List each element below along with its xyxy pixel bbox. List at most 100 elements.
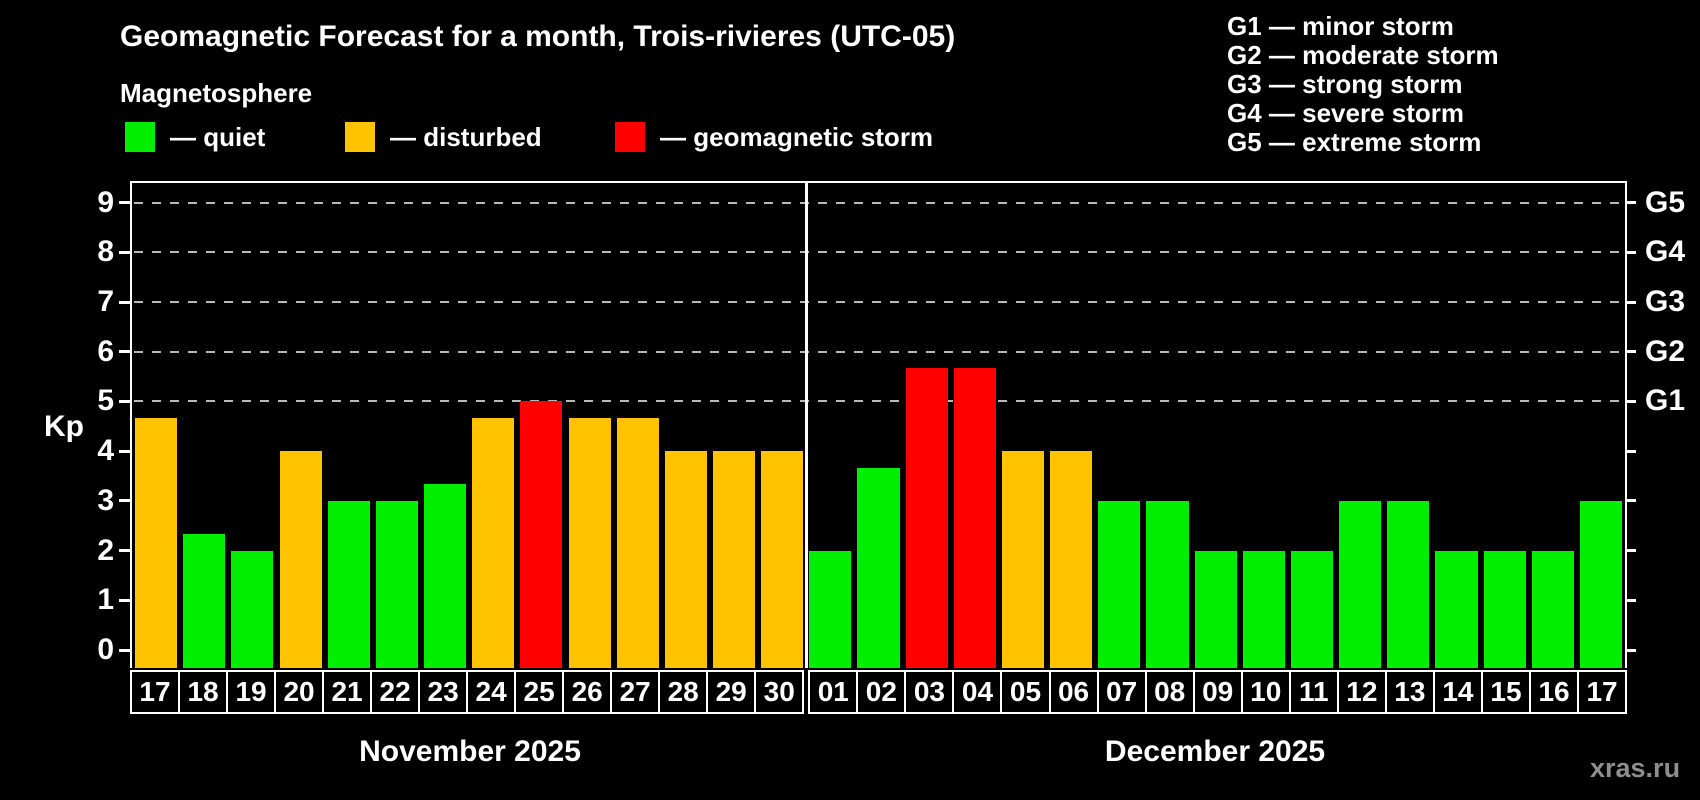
y-tick-label-9: 9 xyxy=(97,185,114,219)
kp-bar-nov-23 xyxy=(424,484,467,668)
magnetosphere-label: Magnetosphere xyxy=(120,78,313,108)
g-level-label-G1: G1 xyxy=(1645,384,1686,418)
day-label-dec-13: 13 xyxy=(1384,670,1435,714)
day-label-dec-10: 10 xyxy=(1240,670,1291,714)
y-axis-tick-3 xyxy=(119,499,130,503)
month-label-december: December 2025 xyxy=(1104,735,1326,768)
kp-bar-dec-01 xyxy=(809,550,852,668)
kp-bar-nov-28 xyxy=(664,451,707,668)
gridline-kp-7 xyxy=(134,301,1623,303)
day-label-nov-18: 18 xyxy=(178,670,229,714)
kp-bar-dec-04 xyxy=(953,368,996,668)
y-axis-tick-7 xyxy=(119,300,130,304)
kp-bar-nov-19 xyxy=(231,550,274,668)
y-tick-label-2: 2 xyxy=(97,533,114,567)
y-axis-title: Kp xyxy=(44,410,84,443)
right-axis-tick-9 xyxy=(1625,201,1636,204)
g-level-label-G4: G4 xyxy=(1645,235,1686,269)
day-label-dec-01: 01 xyxy=(808,670,859,714)
y-tick-label-4: 4 xyxy=(97,434,114,468)
kp-bar-nov-29 xyxy=(712,451,756,668)
y-tick-label-7: 7 xyxy=(97,285,114,318)
y-tick-label-0: 0 xyxy=(97,633,114,666)
day-strip-december: 01 02 03 04 05 06 07 08 09 10 11 12 13 14 15 16 17 xyxy=(808,670,1628,714)
y-tick-label-6: 6 xyxy=(97,334,114,368)
day-label-nov-25: 25 xyxy=(514,670,565,714)
kp-bar-nov-26 xyxy=(568,417,611,668)
kp-bar-nov-20 xyxy=(279,451,322,668)
kp-bar-dec-08 xyxy=(1146,500,1189,668)
plot-area xyxy=(130,181,1627,668)
right-axis-tick-8 xyxy=(1625,250,1636,254)
gridline-kp-8 xyxy=(134,251,1623,254)
right-axis-tick-0 xyxy=(1625,648,1636,652)
day-label-dec-07: 07 xyxy=(1096,670,1147,714)
right-axis-tick-5 xyxy=(1625,399,1636,403)
kp-bar-dec-14 xyxy=(1435,550,1478,668)
day-label-dec-03: 03 xyxy=(904,670,955,714)
gridline-kp-6 xyxy=(134,350,1623,353)
kp-bar-nov-21 xyxy=(327,500,370,668)
legend-storm-label: — geomagnetic storm xyxy=(660,121,934,152)
right-axis-tick-4 xyxy=(1625,449,1636,453)
y-axis-tick-8 xyxy=(119,250,130,254)
legend-quiet-label: — quiet xyxy=(170,121,266,152)
day-label-nov-24: 24 xyxy=(466,670,517,714)
g2-legend-line: G2 — moderate storm xyxy=(1227,40,1499,70)
g-level-label-G5: G5 xyxy=(1645,185,1686,219)
day-label-nov-28: 28 xyxy=(658,670,709,714)
kp-bar-dec-17 xyxy=(1579,500,1622,668)
y-tick-label-5: 5 xyxy=(97,384,114,418)
day-label-dec-08: 08 xyxy=(1144,670,1195,714)
legend-item-disturbed: — disturbed xyxy=(345,121,542,153)
day-label-dec-04: 04 xyxy=(952,670,1003,714)
quiet-swatch-icon xyxy=(125,122,155,152)
kp-bar-dec-02 xyxy=(857,467,900,668)
legend-disturbed-label: — disturbed xyxy=(390,121,542,152)
kp-bar-dec-16 xyxy=(1531,550,1574,668)
day-label-dec-09: 09 xyxy=(1192,670,1243,714)
kp-bar-nov-25 xyxy=(520,401,563,668)
g-level-label-G3: G3 xyxy=(1645,285,1686,318)
day-label-nov-22: 22 xyxy=(370,670,421,714)
kp-bar-dec-03 xyxy=(905,368,948,668)
kp-bar-dec-12 xyxy=(1339,500,1382,668)
kp-bar-nov-24 xyxy=(472,417,515,668)
gridline-kp-9 xyxy=(134,201,1623,204)
right-axis-tick-1 xyxy=(1625,598,1636,602)
g4-legend-line: G4 — severe storm xyxy=(1227,98,1465,128)
storm-swatch-icon xyxy=(615,122,645,152)
g5-legend-line: G5 — extreme storm xyxy=(1227,127,1482,157)
day-label-dec-16: 16 xyxy=(1529,670,1580,714)
g-scale-legend: G1 — minor storm G2 — moderate storm G3 … xyxy=(1227,12,1499,157)
day-label-nov-19: 19 xyxy=(226,670,277,714)
right-axis-tick-2 xyxy=(1625,549,1636,553)
day-label-dec-14: 14 xyxy=(1432,670,1483,714)
legend-item-quiet: — quiet xyxy=(125,121,265,153)
y-axis-tick-1 xyxy=(119,598,130,602)
day-label-nov-26: 26 xyxy=(562,670,613,714)
y-tick-label-1: 1 xyxy=(97,583,114,617)
watermark: xras.ru xyxy=(1590,753,1681,783)
day-label-dec-11: 11 xyxy=(1288,670,1339,714)
g1-legend-line: G1 — minor storm xyxy=(1227,11,1454,41)
kp-bar-dec-09 xyxy=(1194,550,1237,668)
page-title: Geomagnetic Forecast for a month, Trois-… xyxy=(120,20,956,53)
legend-item-storm: — geomagnetic storm xyxy=(615,121,933,153)
kp-bar-dec-05 xyxy=(1001,451,1045,668)
month-label-november: November 2025 xyxy=(359,735,581,768)
kp-bar-nov-22 xyxy=(375,500,418,668)
y-axis-tick-4 xyxy=(119,449,130,453)
kp-bar-dec-13 xyxy=(1387,500,1430,668)
kp-bar-dec-11 xyxy=(1290,550,1334,668)
day-label-nov-23: 23 xyxy=(418,670,469,714)
y-axis-tick-0 xyxy=(119,648,130,652)
day-strip-november: 17 18 19 20 21 22 23 24 25 26 27 28 29 30 xyxy=(130,670,805,714)
day-label-dec-02: 02 xyxy=(856,670,907,714)
g-level-label-G2: G2 xyxy=(1645,334,1686,368)
kp-bar-dec-07 xyxy=(1098,500,1141,668)
g3-legend-line: G3 — strong storm xyxy=(1227,69,1463,99)
right-axis-tick-7 xyxy=(1625,300,1636,304)
y-axis-tick-2 xyxy=(119,549,130,553)
